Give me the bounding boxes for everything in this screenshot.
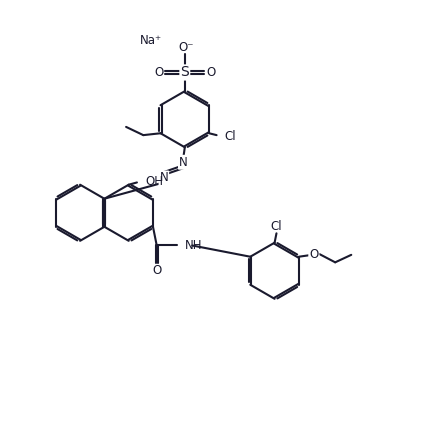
Text: O: O <box>309 248 319 261</box>
Text: OH: OH <box>146 175 164 188</box>
Text: O: O <box>154 66 163 79</box>
Text: O: O <box>152 265 161 278</box>
Text: Na⁺: Na⁺ <box>140 34 162 47</box>
Text: Cl: Cl <box>271 220 282 233</box>
Text: NH: NH <box>185 239 202 252</box>
Text: O⁻: O⁻ <box>179 41 194 54</box>
Text: S: S <box>181 65 189 80</box>
Text: Cl: Cl <box>225 130 236 143</box>
Text: N: N <box>160 171 168 184</box>
Text: O: O <box>206 66 216 79</box>
Text: N: N <box>179 156 188 169</box>
